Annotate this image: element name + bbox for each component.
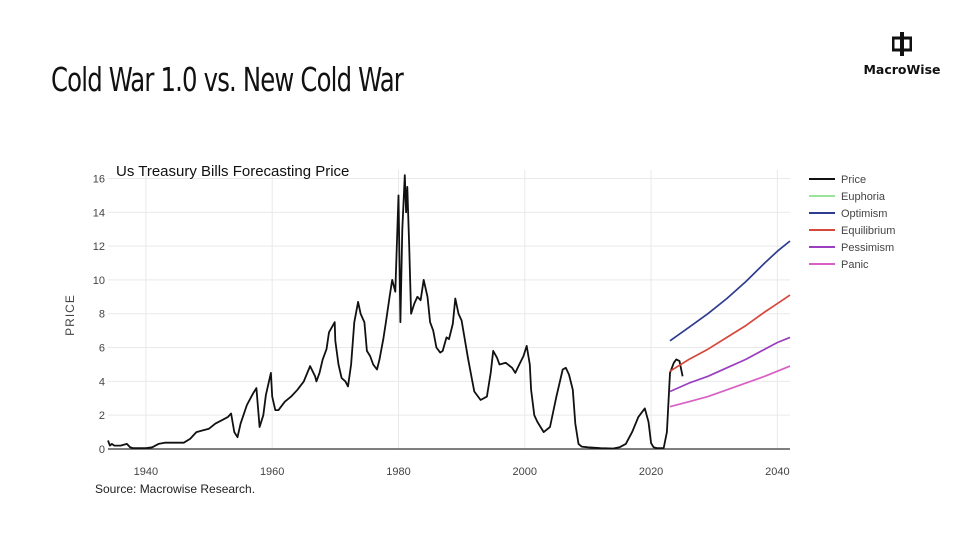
- source-note: Source: Macrowise Research.: [95, 482, 256, 496]
- x-tick-label: 1980: [386, 466, 410, 478]
- x-tick-label: 1960: [260, 466, 284, 478]
- x-tick-label: 2040: [765, 466, 789, 478]
- legend-label-panic: Panic: [841, 259, 869, 271]
- series-line-price: [107, 174, 684, 450]
- slide-title: Cold War 1.0 vs. New Cold War: [51, 60, 404, 99]
- y-tick-label: 12: [93, 241, 105, 253]
- x-tick-label: 2000: [513, 466, 537, 478]
- macrowise-logo-icon: [891, 32, 913, 56]
- y-tick-label: 0: [99, 444, 105, 456]
- y-tick-label: 14: [93, 207, 105, 219]
- legend-label-price: Price: [841, 174, 866, 186]
- series-line-panic: [669, 365, 791, 408]
- legend-label-pessimism: Pessimism: [841, 242, 894, 254]
- x-tick-label: 1940: [134, 466, 158, 478]
- y-tick-label: 2: [99, 410, 105, 422]
- y-tick-label: 6: [99, 343, 105, 355]
- x-tick-label: 2020: [639, 466, 663, 478]
- chart-series: [107, 174, 791, 450]
- chart-axes: 0 2 4 6 8 10 12 14 16 1940 1960 1980 2000 2020 2040: [93, 173, 790, 478]
- y-tick-label: 8: [99, 309, 105, 321]
- legend-label-euphoria: Euphoria: [841, 191, 886, 203]
- y-axis-label: PRICE: [63, 294, 77, 336]
- macrowise-logo: MacroWise: [860, 32, 944, 77]
- legend-label-optimism: Optimism: [841, 208, 887, 220]
- series-line-equilibrium: [669, 294, 791, 372]
- y-tick-label: 16: [93, 173, 105, 185]
- legend-label-equilibrium: Equilibrium: [841, 225, 895, 237]
- y-tick-label: 4: [99, 376, 105, 388]
- series-line-pessimism: [669, 336, 791, 393]
- chart-title: Us Treasury Bills Forecasting Price: [116, 163, 349, 180]
- chart-legend: Price Euphoria Optimism Equilibrium Pessimis…: [809, 174, 895, 271]
- chart-grid: [108, 170, 790, 449]
- series-line-optimism: [669, 240, 791, 342]
- logo-text: MacroWise: [863, 62, 941, 77]
- y-tick-label: 10: [93, 275, 105, 287]
